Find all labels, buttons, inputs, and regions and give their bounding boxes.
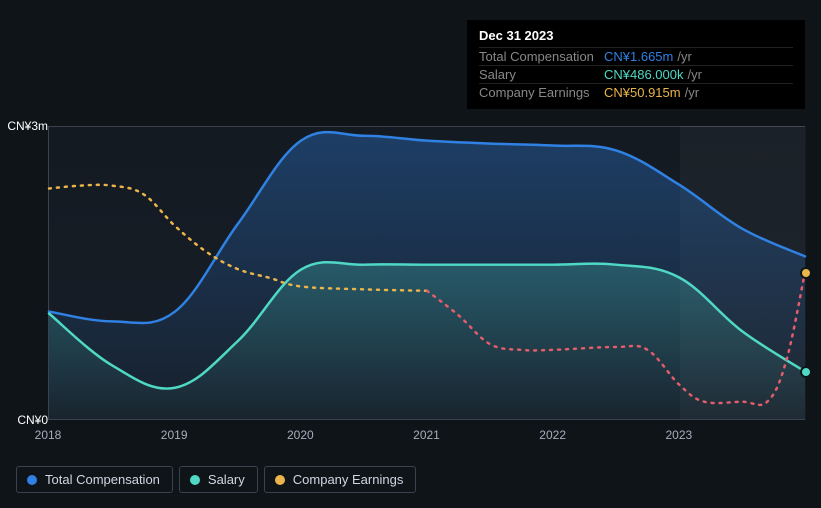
tooltip-row: Total CompensationCN¥1.665m/yr	[479, 47, 793, 65]
tooltip-row: Company EarningsCN¥50.915m/yr	[479, 83, 793, 101]
tooltip-row-suffix: /yr	[688, 67, 702, 82]
chart-svg	[49, 126, 805, 419]
chart-legend: Total Compensation Salary Company Earnings	[16, 466, 416, 493]
y-axis-label: CN¥3m	[7, 119, 48, 133]
chart-tooltip: Dec 31 2023 Total CompensationCN¥1.665m/…	[467, 20, 805, 109]
tooltip-row-label: Salary	[479, 67, 604, 82]
tooltip-title: Dec 31 2023	[479, 28, 793, 43]
x-axis-label: 2020	[287, 428, 314, 442]
legend-swatch-icon	[275, 475, 285, 485]
legend-label: Total Compensation	[45, 472, 160, 487]
x-axis-label: 2023	[665, 428, 692, 442]
legend-item-salary[interactable]: Salary	[179, 466, 258, 493]
tooltip-row-suffix: /yr	[677, 49, 691, 64]
legend-item-company-earnings[interactable]: Company Earnings	[264, 466, 417, 493]
tooltip-row-value: CN¥1.665m	[604, 49, 673, 64]
x-axis: 201820192020202120222023	[48, 428, 805, 448]
legend-item-total-compensation[interactable]: Total Compensation	[16, 466, 173, 493]
x-axis-label: 2021	[413, 428, 440, 442]
compensation-chart: Dec 31 2023 Total CompensationCN¥1.665m/…	[0, 0, 821, 508]
tooltip-row: SalaryCN¥486.000k/yr	[479, 65, 793, 83]
legend-swatch-icon	[27, 475, 37, 485]
legend-label: Salary	[208, 472, 245, 487]
tooltip-row-label: Total Compensation	[479, 49, 604, 64]
plot-area[interactable]	[48, 126, 805, 420]
legend-swatch-icon	[190, 475, 200, 485]
tooltip-row-suffix: /yr	[685, 85, 699, 100]
series-end-marker	[800, 366, 812, 378]
legend-label: Company Earnings	[293, 472, 404, 487]
x-axis-label: 2018	[35, 428, 62, 442]
x-axis-label: 2019	[161, 428, 188, 442]
tooltip-row-value: CN¥486.000k	[604, 67, 684, 82]
tooltip-row-value: CN¥50.915m	[604, 85, 681, 100]
y-axis-label: CN¥0	[17, 413, 48, 427]
series-end-marker	[800, 267, 812, 279]
tooltip-row-label: Company Earnings	[479, 85, 604, 100]
x-axis-label: 2022	[539, 428, 566, 442]
